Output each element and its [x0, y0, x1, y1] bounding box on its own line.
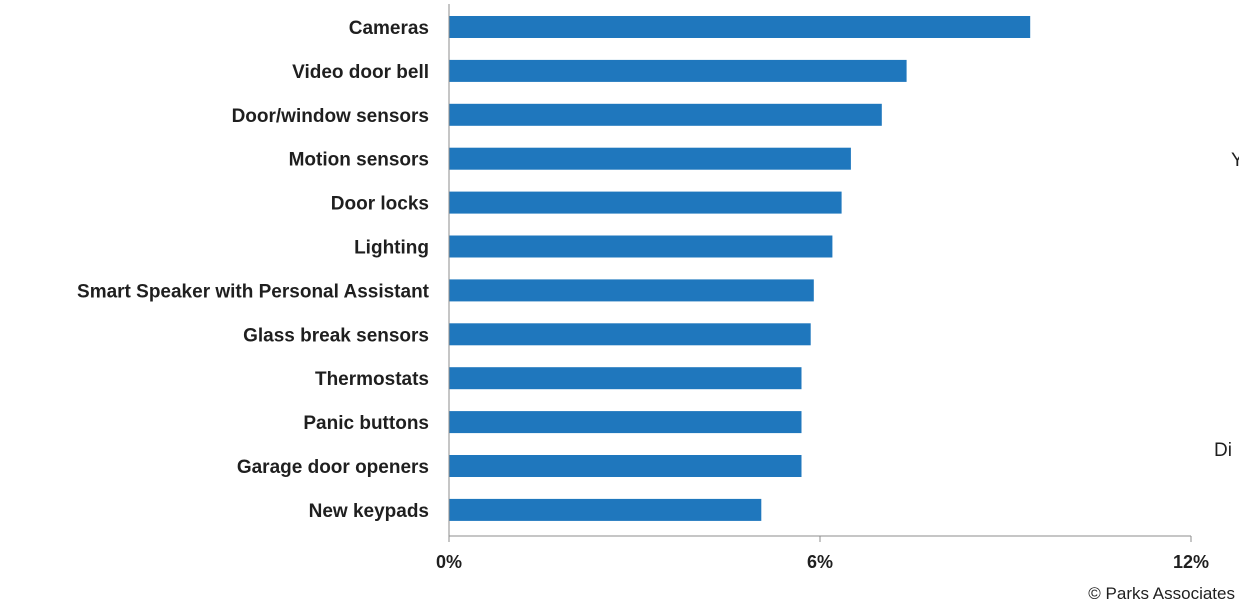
- bar-lighting: [449, 235, 833, 258]
- category-label-cameras: Cameras: [349, 18, 429, 39]
- bars-group: [449, 16, 1031, 521]
- category-label-thermostats: Thermostats: [315, 369, 429, 390]
- x-axis: 0% 6% 12%: [436, 4, 1209, 572]
- category-label-panic-buttons: Panic buttons: [303, 413, 429, 434]
- category-label-garage-door-openers: Garage door openers: [237, 457, 429, 478]
- bar-garage-door-openers: [449, 455, 802, 477]
- bar-panic-buttons: [449, 411, 802, 434]
- bar-thermostats: [449, 367, 802, 390]
- bar-smart-speaker-with-personal-assistant: [449, 279, 814, 302]
- category-label-motion-sensors: Motion sensors: [289, 150, 429, 171]
- category-label-video-door-bell: Video door bell: [292, 62, 429, 83]
- x-tick-label: 12%: [1173, 552, 1209, 572]
- copyright-notice: © Parks Associates: [1088, 584, 1235, 603]
- clipped-text-fragment: Di: [1214, 440, 1232, 461]
- category-label-new-keypads: New keypads: [309, 501, 429, 522]
- category-labels: Cameras Video door bell Door/window sensor…: [77, 18, 430, 522]
- x-tick-label: 6%: [807, 552, 833, 572]
- bar-motion-sensors: [449, 147, 851, 170]
- clipped-text-fragment: Y: [1231, 150, 1239, 171]
- x-tick-label: 0%: [436, 552, 462, 572]
- category-label-door-window-sensors: Door/window sensors: [232, 106, 429, 127]
- bar-video-door-bell: [449, 59, 907, 82]
- bar-cameras: [449, 16, 1031, 38]
- category-label-smart-speaker-with-personal-assistant: Smart Speaker with Personal Assistant: [77, 281, 430, 302]
- bar-new-keypads: [449, 498, 762, 521]
- bar-glass-break-sensors: [449, 323, 811, 346]
- category-label-lighting: Lighting: [354, 238, 429, 259]
- category-label-door-locks: Door locks: [331, 194, 429, 215]
- bar-door-locks: [449, 191, 842, 214]
- bar-door-window-sensors: [449, 103, 882, 126]
- category-label-glass-break-sensors: Glass break sensors: [243, 325, 429, 346]
